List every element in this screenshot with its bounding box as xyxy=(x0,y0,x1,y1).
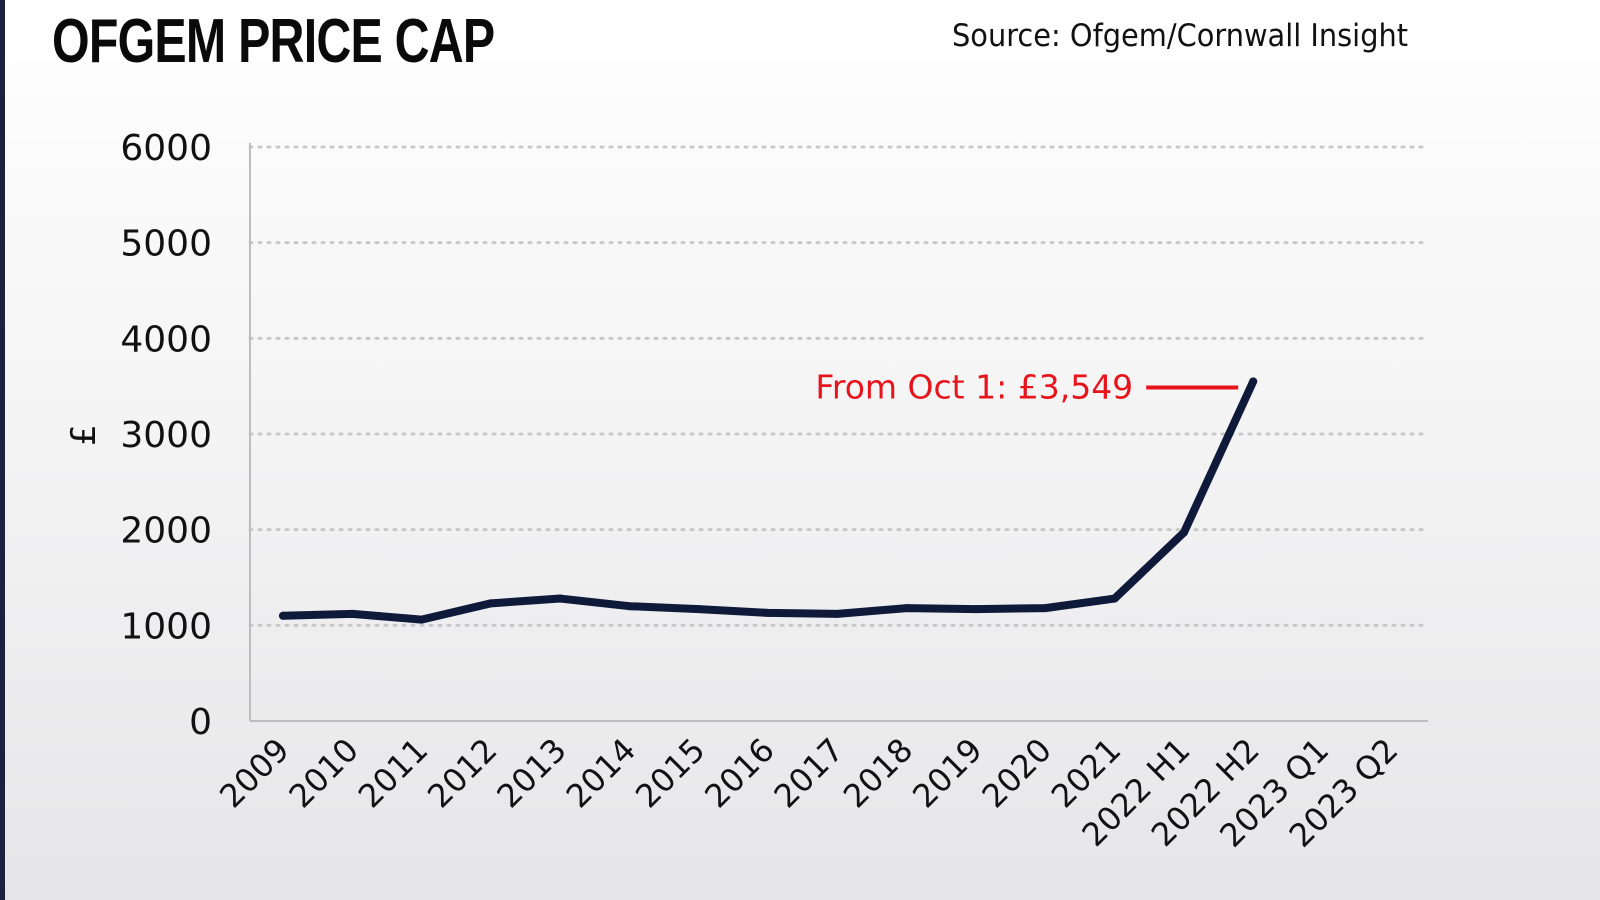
data-point xyxy=(348,609,357,618)
x-tick-label: 2014 xyxy=(559,731,643,815)
data-point xyxy=(972,605,980,614)
y-tick-label: 4000 xyxy=(120,319,212,360)
data-point xyxy=(486,599,495,608)
x-tick-label: 2019 xyxy=(905,731,989,815)
y-tick-label: 0 xyxy=(189,702,212,743)
x-tick-label: 2012 xyxy=(420,731,504,815)
x-tick-label: 2010 xyxy=(282,731,366,815)
data-point xyxy=(556,594,565,603)
y-tick-label: 1000 xyxy=(120,606,212,647)
data-point xyxy=(902,604,911,613)
data-point xyxy=(833,609,842,618)
x-tick-label: 2016 xyxy=(697,731,781,815)
x-tick-label: 2017 xyxy=(767,731,851,815)
x-tick-labels: 2009201020112012201320142015201620172018… xyxy=(212,731,1405,855)
data-point xyxy=(279,611,287,620)
x-tick-label: 2011 xyxy=(351,731,435,815)
axes xyxy=(249,143,1428,722)
data-point xyxy=(1249,377,1258,386)
x-tick-label: 2015 xyxy=(628,731,712,815)
y-tick-label: 6000 xyxy=(120,128,212,169)
data-point xyxy=(694,605,703,614)
y-tick-label: 2000 xyxy=(120,511,212,552)
x-tick-label: 2009 xyxy=(212,731,296,815)
left-edge-bar xyxy=(0,0,5,900)
y-axis-label: £ xyxy=(64,424,104,446)
x-tick-label: 2013 xyxy=(489,731,573,815)
y-tick-label: 3000 xyxy=(120,415,212,456)
data-point xyxy=(417,615,426,624)
series-line xyxy=(279,377,1258,624)
chart-title: OFGEM PRICE CAP xyxy=(52,7,495,76)
data-point xyxy=(625,602,634,611)
x-tick-label: 2018 xyxy=(836,731,920,815)
data-point xyxy=(764,608,773,617)
source-text: Source: Ofgem/Cornwall Insight xyxy=(952,18,1409,54)
annotation-label: From Oct 1: £3,549 xyxy=(815,367,1133,406)
x-tick-label: 2020 xyxy=(975,731,1059,815)
annotations: From Oct 1: £3,549 xyxy=(815,367,1239,406)
series xyxy=(279,377,1258,624)
y-tick-label: 5000 xyxy=(120,224,212,265)
data-point xyxy=(1110,594,1119,603)
y-tick-labels: 0 1000 2000 3000 4000 5000 6000 xyxy=(120,128,212,743)
data-point xyxy=(1041,604,1050,613)
data-point xyxy=(1179,528,1188,537)
